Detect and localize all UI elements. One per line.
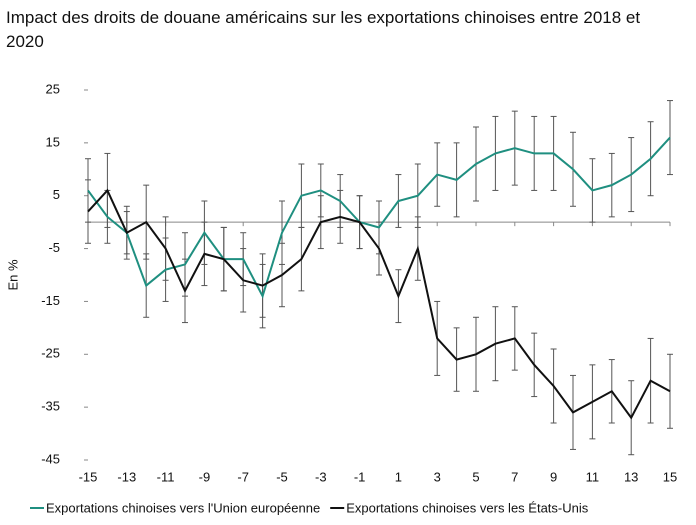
x-tick-label: 13 [624,469,638,484]
x-tick-label: -15 [79,469,98,484]
x-tick-label: 5 [472,469,479,484]
legend-label: Exportations chinoises vers l'Union euro… [46,500,320,515]
y-tick-label: 5 [53,187,60,202]
chart-title: Impact des droits de douane américains s… [6,8,641,51]
x-tick-label: -13 [117,469,136,484]
x-tick-label: 3 [434,469,441,484]
x-tick-label: 15 [663,469,677,484]
x-tick-label: 7 [511,469,518,484]
series-line [87,188,671,420]
y-tick-label: 15 [46,134,60,149]
x-tick-label: 9 [550,469,557,484]
x-tick-label: -11 [157,469,175,484]
y-tick-label: -45 [41,451,60,466]
y-tick-label: -25 [41,346,60,361]
y-tick-label: -15 [41,293,60,308]
x-tick-label: 1 [395,469,402,484]
y-tick-label: -35 [41,399,60,414]
y-axis-label: En % [5,259,20,291]
x-tick-label: -3 [315,469,327,484]
x-tick-label: -5 [276,469,288,484]
x-tick-label: -7 [237,469,249,484]
y-tick-label: -5 [48,240,60,255]
x-tick-label: -1 [354,469,366,484]
legend-label: Exportations chinoises vers les États-Un… [346,500,589,515]
series-line [87,136,671,299]
x-tick-label: -9 [199,469,211,484]
y-tick-label: 25 [46,81,60,96]
x-tick-label: 11 [586,469,600,484]
